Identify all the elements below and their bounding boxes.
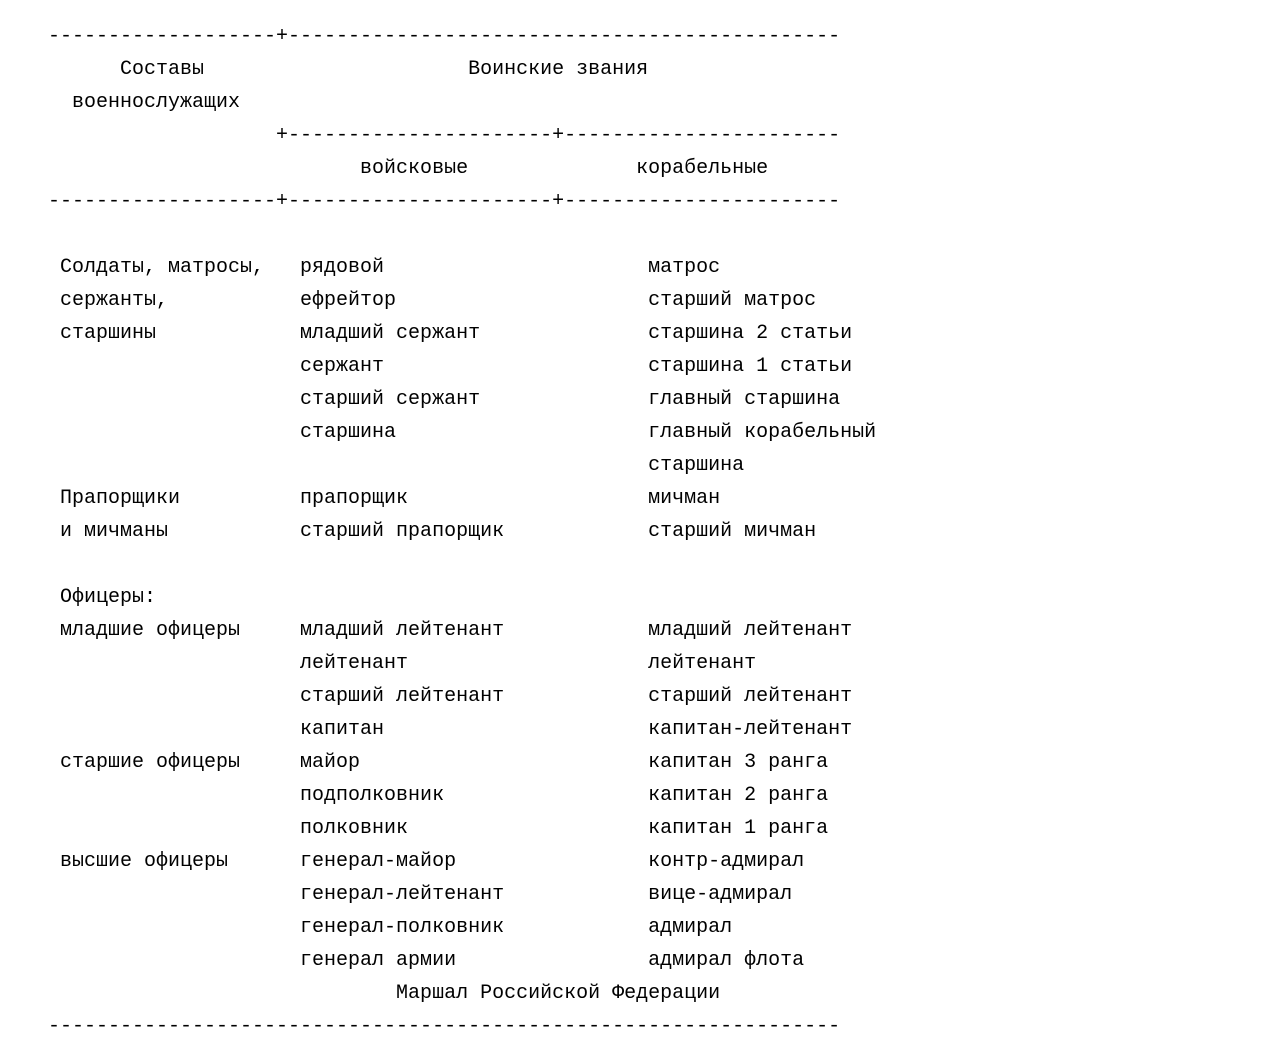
ascii-table: -------------------+--------------------… [0, 0, 1280, 1043]
